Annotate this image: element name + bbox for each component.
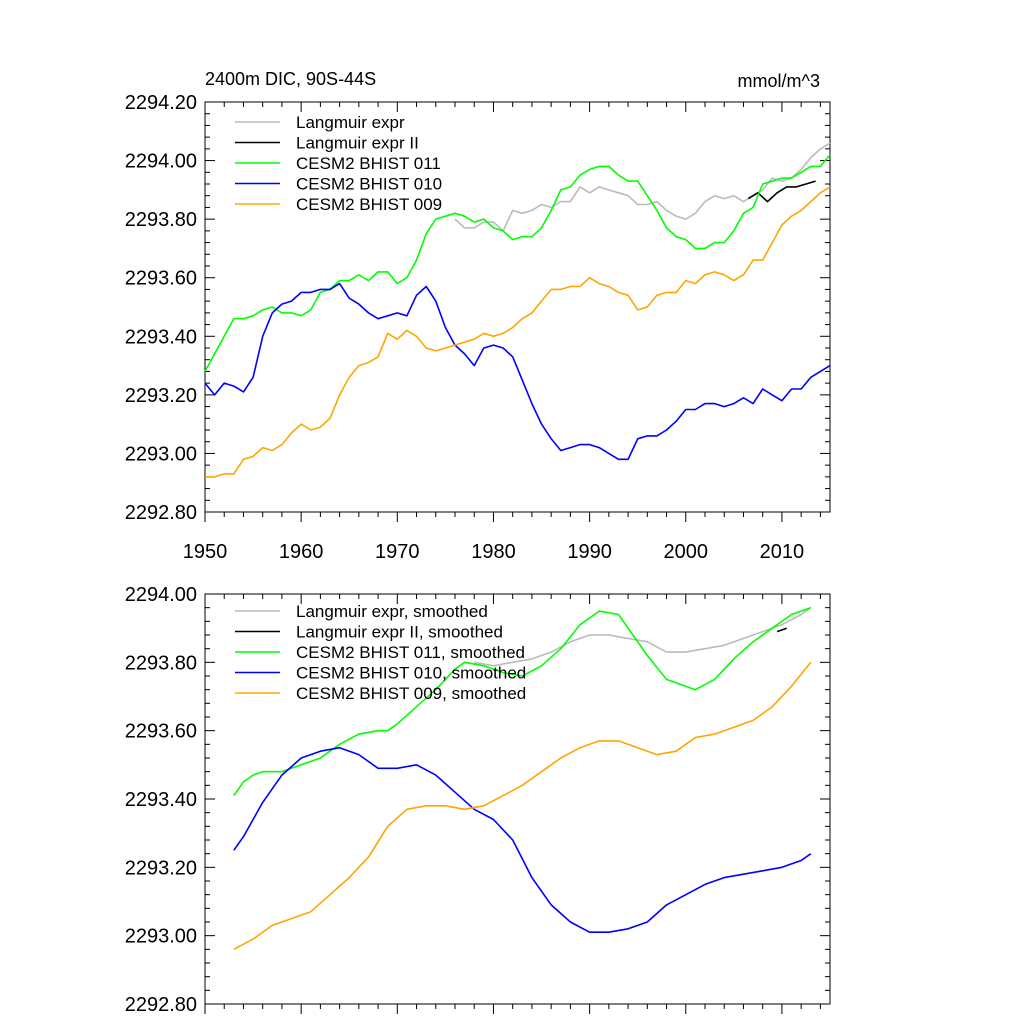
top-y-tick-label: 2292.80 [125,502,197,524]
top-x-tick-label: 2010 [760,541,805,563]
top-x-tick-label: 1960 [279,541,324,563]
bottom-y-tick-label: 2292.80 [125,994,197,1016]
top-plot-lines [204,142,831,478]
top-axes: 2292.80 2293.00 2293.20 2293.40 2293.60 2293.… [125,92,831,563]
bottom-panel: 2292.80 2293.00 2293.20 2293.40 2293.60 2293.… [125,584,831,1016]
bottom-series-line-2 [233,606,812,797]
top-series-line-3 [204,282,831,461]
top-series-line-1 [747,180,816,203]
top-x-tick-label: 1980 [471,541,516,563]
top-series-line-4 [205,186,831,478]
bottom-legend-label: CESM2 BHIST 010, smoothed [296,664,526,683]
bottom-series-line-1 [776,627,787,633]
top-legend-label: Langmuir expr II [296,134,419,153]
top-y-tick-label: 2294.00 [125,151,197,173]
top-plot-frame [204,101,831,513]
bottom-axes: 2292.80 2293.00 2293.20 2293.40 2293.60 2293.… [125,584,831,1016]
top-y-tick-label: 2294.20 [125,92,197,114]
bottom-legend-label: CESM2 BHIST 011, smoothed [296,643,525,662]
top-y-tick-label: 2293.40 [125,326,197,348]
top-legend-label: CESM2 BHIST 011 [296,154,441,173]
top-y-tick-label: 2293.20 [125,385,197,407]
bottom-y-tick-label: 2293.80 [125,652,197,674]
bottom-legend-label: CESM2 BHIST 009, smoothed [296,684,526,703]
bottom-plot-lines [233,606,812,951]
top-series-line-0 [454,142,831,232]
bottom-y-tick-label: 2293.40 [125,789,197,811]
top-legend-label: CESM2 BHIST 010 [296,175,442,194]
bottom-series-line-0 [474,607,812,667]
bottom-y-tick-label: 2293.00 [125,926,197,948]
top-series-line-2 [204,154,831,372]
top-y-tick-label: 2293.60 [125,268,197,290]
top-x-tick-label: 1970 [375,541,420,563]
bottom-y-tick-label: 2293.60 [125,721,197,743]
bottom-series-line-4 [233,661,812,951]
bottom-legend-label: Langmuir expr, smoothed [296,602,488,621]
top-legend-label: Langmuir expr [296,113,405,132]
top-chart-units: mmol/m^3 [738,71,820,91]
top-x-tick-label: 2000 [664,541,709,563]
top-y-tick-label: 2293.00 [125,443,197,465]
bottom-series-line-3 [233,746,812,934]
top-panel: 2400m DIC, 90S-44S mmol/m^3 2292.80 2293.… [125,69,831,563]
top-x-tick-label: 1950 [183,541,228,563]
top-y-tick-label: 2293.80 [125,209,197,231]
top-x-tick-label: 1990 [567,541,612,563]
bottom-y-tick-label: 2293.20 [125,857,197,879]
top-legend-label: CESM2 BHIST 009 [296,195,442,214]
bottom-y-tick-label: 2294.00 [125,584,197,606]
bottom-legend: Langmuir expr, smoothed Langmuir expr II,… [235,602,526,703]
bottom-legend-label: Langmuir expr II, smoothed [296,623,503,642]
top-chart-title: 2400m DIC, 90S-44S [205,69,376,89]
